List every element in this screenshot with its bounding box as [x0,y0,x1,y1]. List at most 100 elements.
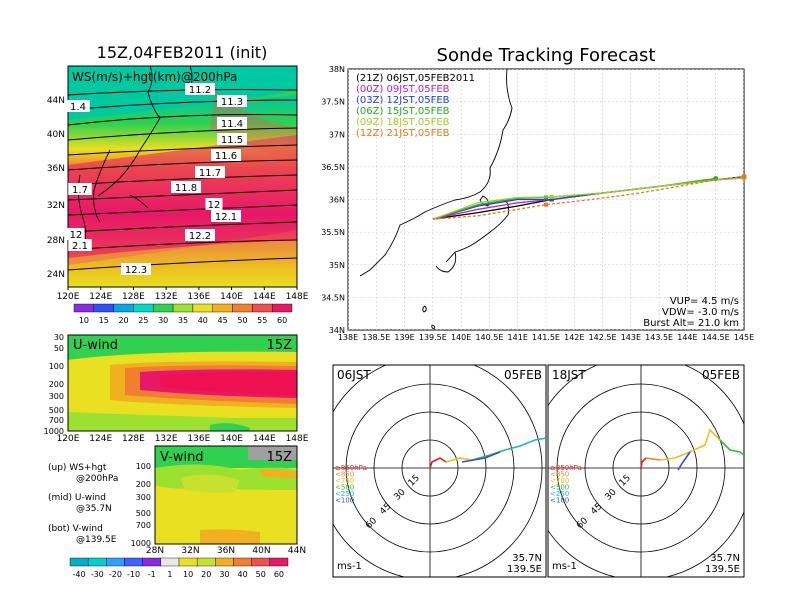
track-title: Sonde Tracking Forecast [437,45,656,66]
hodograph-time: 18JST [552,368,586,382]
uwind-label: U-wind [73,338,118,353]
map-label: WS(m/s)+hgt(km)@200hPa [72,70,237,84]
lon-tick-label: 136E [187,292,210,302]
contour-label-bg [68,183,92,195]
colorbar-swatch [124,557,143,567]
contour-label: 1.7 [72,185,88,196]
lat-tick-label: 36.5N [321,163,345,172]
lat-tick-label: 36N [329,196,345,205]
contour-label: 12.2 [189,231,211,242]
lat-tick-label: 44N [47,96,65,106]
lon-tick-label: 132E [155,434,178,444]
colorbar-tick: 50 [237,316,247,325]
hodograph-level-legend: <700 [550,477,569,485]
colorbar-tick: 20 [201,570,211,579]
colorbar-swatch [93,303,114,313]
lon-tick-label: 140.5E [475,333,503,342]
lat-tick-label: 32N [47,201,65,211]
contour-label-bg [66,100,90,112]
hodograph-lat: 35.7N [512,553,542,564]
lon-tick-label: 138E [338,333,358,342]
contour-label-bg [67,228,85,240]
colorbar-tick: 60 [277,316,287,325]
colorbar-swatch [160,557,180,567]
map-axis-ticks: 120E 124E 128E 132E 136E 140E 144E 148E 44N 40N 36… [47,96,309,302]
track-series-line [432,176,745,220]
contour-label-bg [217,117,247,129]
lon-tick-label: 142.5E [589,333,617,342]
hodograph-unit: ms-1 [552,561,577,572]
lon-tick-label: 144.5E [702,333,730,342]
colorbar-tick: 50 [256,570,266,579]
lon-tick-label: 128E [122,292,145,302]
track-axis-ticks: 138E 138.5E 139E 139.5E 140E 140.5E 141E 141.5E… [321,65,754,342]
legend-mid-level: @35.7N [76,504,112,514]
colorbar-tick: 35 [178,316,188,325]
burst-point [549,197,554,202]
left-title: 15Z,04FEB2011 (init) [97,43,268,62]
colorbar-swatch [196,557,216,567]
track-legend-entry: (12Z) 21JST,05FEB [356,128,450,139]
pressure-tick: 700 [49,416,64,425]
lon-tick-label: 141E [508,333,528,342]
hodograph-trace [645,457,661,461]
contour-label-bg [68,239,92,251]
lat-tick-label: 38N [329,65,345,74]
contour-label-bg [171,181,201,193]
lon-tick-label: 128E [122,434,145,444]
colorbar-swatch [73,303,95,313]
lon-tick-label: 141.5E [532,333,560,342]
contour-label-bg [195,166,225,178]
lat-tick-label: 40N [47,130,65,140]
colorbar-tick: 40 [237,570,247,579]
hodograph-trace [719,439,744,456]
contour-label-bg [205,198,223,210]
colorbar-swatch [113,303,134,313]
colorbar-swatch [106,557,125,567]
hodograph-trace [471,449,506,461]
lat-tick-label: 32N [181,546,199,556]
lon-tick-label: 120E [57,434,80,444]
contour-label: 11.7 [199,168,221,179]
hodograph-date: 05FEB [504,368,542,382]
pressure-tick: 100 [49,362,64,371]
colorbar-swatch [69,557,89,567]
vdw-value: VDW= -3.0 m/s [662,307,739,318]
uwind-time: 15Z [267,338,293,353]
track-legend: (21Z) 06JST,05FEB2011(00Z) 09JST,05FEB(0… [356,73,475,139]
contour-label-bg [121,263,151,275]
lat-tick-label: 28N [47,236,65,246]
hodograph-trace [659,428,721,461]
lon-tick-label: 139.5E [419,333,447,342]
colorbar-tick: -40 [73,570,86,579]
lon-tick-label: 124E [89,434,112,444]
contour-label: 12 [70,230,83,241]
colorbar-swatch [271,303,293,313]
lon-tick-label: 148E [286,292,309,302]
legend-mid: (mid) U-wind [48,493,106,503]
track-legend-entry: (03Z) 12JST,05FEB [356,95,450,106]
colorbar-swatch [178,557,198,567]
colorbar-tick: 10 [79,316,89,325]
contour-label: 2.1 [72,241,88,252]
hodograph-time: 06JST [337,368,371,382]
hodograph-level-legend: <100 [550,497,569,505]
colorbar-tick: 30 [219,570,229,579]
colorbar-swatch [269,557,289,567]
colorbar-tick: 15 [99,316,109,325]
colorbar-swatch [142,557,162,567]
lon-tick-label: 140E [451,333,471,342]
lon-tick-label: 148E [286,434,309,444]
legend-bot: (bot) V-wind [48,524,103,534]
legend-up: (up) WS+hgt [48,463,107,473]
lon-tick-label: 139E [394,333,414,342]
track-legend-entry: (21Z) 06JST,05FEB2011 [356,73,475,84]
legend-bot-level: @139.5E [76,535,117,545]
hodograph-trace [504,437,546,451]
contour-label: 11.3 [221,97,243,108]
lon-tick-label: 145E [734,333,754,342]
contour-label: 12 [208,200,221,211]
